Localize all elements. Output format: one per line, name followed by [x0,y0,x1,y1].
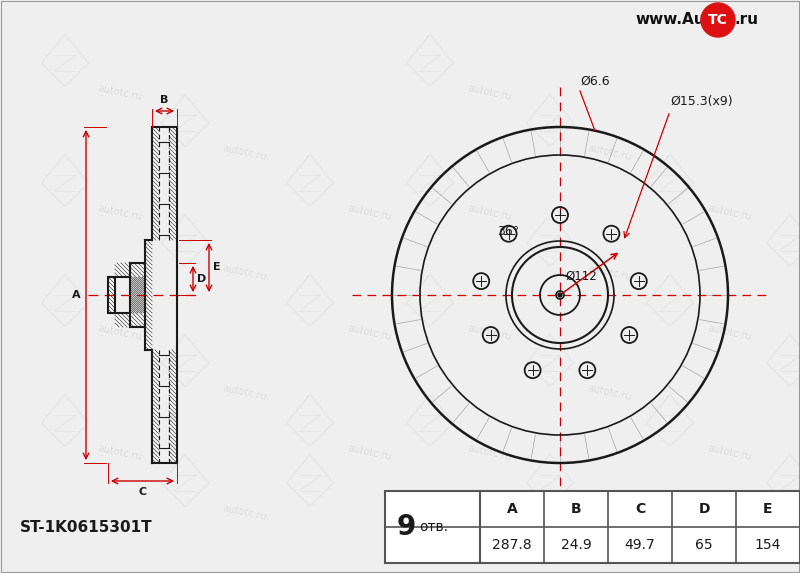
Text: D: D [698,502,710,516]
Text: 24.9: 24.9 [561,538,591,552]
Text: autotc.ru: autotc.ru [97,84,143,103]
Circle shape [701,3,735,37]
Bar [169,350,177,463]
Text: autotc.ru: autotc.ru [222,383,268,402]
Bar [145,240,152,350]
Text: autotc.ru: autotc.ru [467,444,513,462]
Circle shape [558,293,562,297]
Text: B: B [160,95,169,105]
Text: E: E [763,502,773,516]
Text: autotc.ru: autotc.ru [347,444,393,462]
Bar [169,127,177,240]
Bar [130,277,145,313]
Text: A: A [506,502,518,516]
Text: autotc.ru: autotc.ru [707,324,753,343]
Text: autotc.ru: autotc.ru [467,84,513,103]
Text: 154: 154 [755,538,781,552]
Text: autotc.ru: autotc.ru [467,324,513,343]
Text: autotc.ru: autotc.ru [222,143,268,163]
Text: A: A [72,290,81,300]
Text: autotc.ru: autotc.ru [707,444,753,462]
Text: autotc.ru: autotc.ru [707,203,753,222]
Text: autotc.ru: autotc.ru [587,504,633,523]
Text: autotc.ru: autotc.ru [587,143,633,163]
Text: autotc.ru: autotc.ru [707,504,753,523]
Text: autotc.ru: autotc.ru [587,383,633,402]
Text: autotc.ru: autotc.ru [97,203,143,222]
Text: www.Auto: www.Auto [635,13,722,28]
Text: autotc.ru: autotc.ru [222,504,268,523]
Text: autotc.ru: autotc.ru [347,203,393,222]
Text: C: C [138,487,146,497]
Bar [152,350,159,463]
Text: 65: 65 [695,538,713,552]
Text: TC: TC [708,13,728,27]
Circle shape [556,291,564,299]
Text: autotc.ru: autotc.ru [587,264,633,282]
Bar [108,277,115,313]
Text: D: D [197,274,206,284]
Bar [115,263,130,277]
Text: отв.: отв. [419,520,448,534]
Text: B: B [570,502,582,516]
Text: Ø112: Ø112 [565,270,597,283]
Text: 36°: 36° [497,225,519,238]
Text: autotc.ru: autotc.ru [347,324,393,343]
Bar [130,263,145,327]
Text: E: E [213,262,221,273]
Text: 9: 9 [397,513,416,541]
Text: Ø15.3(x9): Ø15.3(x9) [670,95,733,108]
Bar [385,491,800,563]
Text: ST-1K0615301T: ST-1K0615301T [20,520,153,535]
Text: autotc.ru: autotc.ru [222,264,268,282]
Text: 287.8: 287.8 [492,538,532,552]
Text: .ru: .ru [735,13,759,28]
Text: autotc.ru: autotc.ru [467,203,513,222]
Text: autotc.ru: autotc.ru [97,444,143,462]
Text: 49.7: 49.7 [625,538,655,552]
Text: C: C [635,502,645,516]
Bar [152,127,159,240]
Text: Ø6.6: Ø6.6 [580,75,610,88]
Text: autotc.ru: autotc.ru [97,324,143,343]
Bar [115,313,130,327]
